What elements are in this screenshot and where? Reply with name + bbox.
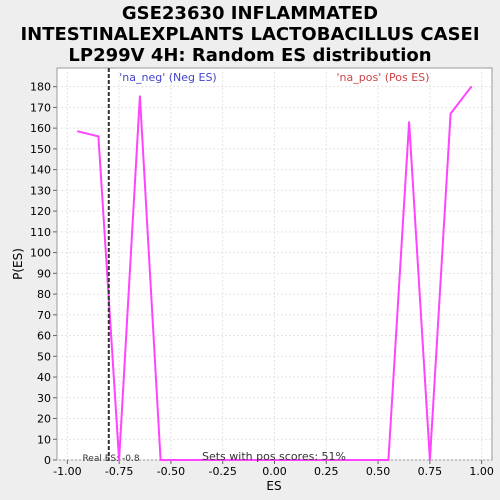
y-tick-label: 70 (37, 309, 51, 322)
es-data-point (325, 459, 328, 461)
es-data-point (242, 459, 245, 461)
y-tick-label: 60 (37, 330, 51, 343)
x-tick-label: -1.00 (53, 465, 81, 478)
es-data-point (408, 121, 410, 123)
chart-title-line-3: LP299V 4H: Random ES distribution (68, 45, 432, 66)
y-tick-label: 150 (30, 143, 51, 156)
y-tick-label: 10 (37, 433, 51, 446)
x-tick-label: -0.75 (105, 465, 133, 478)
y-axis-label: P(ES) (11, 248, 25, 280)
es-data-point (180, 459, 183, 461)
pos-es-label: 'na_pos' (Pos ES) (337, 71, 430, 84)
y-tick-label: 0 (44, 454, 51, 467)
x-tick-label: -0.25 (208, 465, 236, 478)
x-axis-label: ES (266, 479, 281, 493)
es-data-point (284, 459, 286, 461)
y-tick-label: 180 (30, 81, 51, 94)
x-tick-label: -0.50 (157, 465, 185, 478)
y-tick-label: 90 (37, 267, 51, 280)
x-tick-label: 0.00 (262, 465, 287, 478)
es-data-point (139, 95, 141, 97)
grid-lines (57, 68, 492, 461)
es-data-point (470, 85, 473, 88)
y-tick-label: 160 (30, 122, 51, 135)
y-tick-label: 110 (30, 226, 51, 239)
es-data-point (263, 459, 265, 461)
y-tick-label: 30 (37, 392, 51, 405)
es-data-point (221, 459, 224, 461)
es-data-point (429, 459, 431, 461)
x-tick-label: 0.75 (418, 465, 443, 478)
es-distribution-line (77, 86, 473, 461)
es-data-point (159, 459, 162, 461)
chart-title-line-1: GSE23630 INFLAMMATED (121, 3, 379, 24)
y-tick-label: 140 (30, 164, 51, 177)
real-es-label: Real ES: -0.8 (82, 454, 139, 464)
y-tick-label: 120 (30, 205, 51, 218)
es-data-point (387, 459, 390, 461)
es-data-point (346, 459, 348, 461)
x-tick-label: 0.25 (314, 465, 339, 478)
y-tick-label: 40 (37, 371, 51, 384)
es-data-point (118, 459, 120, 461)
es-data-point (304, 459, 307, 461)
y-tick-label: 130 (30, 184, 51, 197)
y-tick-label: 50 (37, 350, 51, 363)
y-tick-label: 170 (30, 101, 51, 114)
es-data-point (449, 112, 452, 115)
y-tick-label: 100 (30, 247, 51, 260)
pos-scores-text: Sets with pos scores: 51% (202, 450, 346, 463)
neg-es-label: 'na_neg' (Neg ES) (119, 71, 216, 84)
es-data-point (97, 135, 100, 138)
es-data-point (201, 459, 203, 461)
y-tick-label: 80 (37, 288, 51, 301)
x-tick-label: 1.00 (469, 465, 494, 478)
series-group (76, 85, 473, 461)
x-tick-label: 0.50 (366, 465, 391, 478)
es-data-point (76, 130, 79, 133)
es-data-point (366, 459, 369, 461)
x-axis: -1.00 -0.75 -0.50 -0.25 0.00 0.25 0.50 0.75 1.00 (53, 460, 494, 478)
y-tick-label: 20 (37, 413, 51, 426)
chart-title-line-2: INTESTINALEXPLANTS LACTOBACILLUS CASEI (20, 24, 480, 45)
y-axis: 0 10 20 30 40 50 60 70 80 90 100 110 120 130 140 150 160… (30, 81, 57, 467)
